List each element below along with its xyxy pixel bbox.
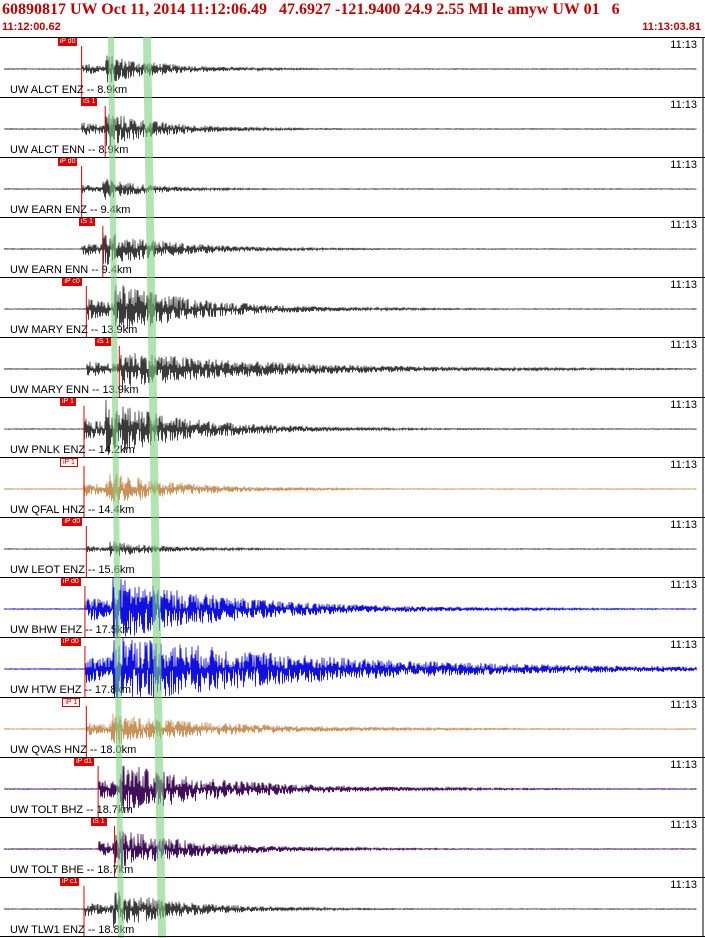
phase-pick-label[interactable]: iP 1 <box>59 398 76 406</box>
station-label: UW MARY ENN -- 13.9km <box>10 384 139 396</box>
waveform-trace <box>3 473 697 505</box>
time-mark: 11:13 <box>670 399 697 411</box>
trace-panel[interactable]: iP d0 UW LEOT ENZ -- 15.6km 11:13 <box>0 517 705 577</box>
phase-pick-label[interactable]: iS 1 <box>95 338 112 346</box>
phase-pick-label[interactable]: iP d0 <box>60 578 81 586</box>
waveform-trace <box>3 178 697 200</box>
trace-panel[interactable]: iP d0 UW ALCT ENZ -- 8.9km 11:13 <box>0 37 705 97</box>
station-label: UW QVAS HNZ -- 18.0km <box>10 744 137 756</box>
time-mark: 11:13 <box>670 339 697 351</box>
station-label: UW TOLT BHE -- 18.7km <box>10 864 134 876</box>
time-mark: 11:13 <box>670 459 697 471</box>
time-mark: 11:13 <box>670 759 697 771</box>
time-mark: 11:13 <box>670 819 697 831</box>
phase-pick-label[interactable]: iP 1 <box>62 698 81 707</box>
waveform-trace <box>3 713 697 744</box>
event-title: 60890817 UW Oct 11, 2014 11:12:06.49 47.… <box>2 1 620 18</box>
time-mark: 11:13 <box>670 39 697 51</box>
trace-panel[interactable]: iP 1 UW QVAS HNZ -- 18.0km 11:13 <box>0 697 705 757</box>
time-mark: 11:13 <box>670 279 697 291</box>
phase-pick-label[interactable]: iP d1 <box>74 758 94 766</box>
phase-pick-label[interactable]: iP c1 <box>59 878 80 886</box>
phase-pick-label[interactable]: iP d0 <box>62 518 83 526</box>
trace-panel[interactable]: iS 1 UW TOLT BHE -- 18.7km 11:13 <box>0 817 705 877</box>
trace-panel[interactable]: iS 1 UW EARN ENN -- 9.4km 11:13 <box>0 217 705 277</box>
phase-pick-label[interactable]: iP d0 <box>60 638 81 646</box>
waveform-trace <box>3 114 697 147</box>
end-time: 11:13:03.81 <box>642 21 701 33</box>
waveform-trace <box>3 55 697 83</box>
phase-pick-label[interactable]: iS 1 <box>81 98 98 106</box>
station-label: UW HTW EHZ -- 17.8km <box>10 684 131 696</box>
station-label: UW BHW EHZ -- 17.5km <box>10 624 132 636</box>
time-mark: 11:13 <box>670 219 697 231</box>
time-mark: 11:13 <box>670 99 697 111</box>
station-label: UW ALCT ENZ -- 8.9km <box>10 84 128 96</box>
waveform-trace <box>3 353 697 388</box>
waveform-trace <box>3 891 697 928</box>
station-label: UW TLW1 ENZ -- 18.8km <box>10 924 135 936</box>
phase-pick-label[interactable]: iP 1 <box>59 458 78 467</box>
trace-panel[interactable]: iP d0 UW EARN ENZ -- 9.4km 11:13 <box>0 157 705 217</box>
time-mark: 11:13 <box>670 879 697 891</box>
station-label: UW QFAL HNZ -- 14.4km <box>10 504 135 516</box>
seismogram-panels: iP d0 UW ALCT ENZ -- 8.9km 11:13 iS 1 UW ALC… <box>0 37 705 938</box>
trace-panel[interactable]: iP d1 UW TOLT BHZ -- 18.7km 11:13 <box>0 757 705 817</box>
time-mark: 11:13 <box>670 699 697 711</box>
trace-panel[interactable]: iP 1 UW PNLK ENZ -- 14.2km 11:13 <box>0 397 705 457</box>
phase-pick-label[interactable]: iP d0 <box>57 158 78 166</box>
phase-pick-label[interactable]: iP c0 <box>62 278 82 286</box>
trace-panel[interactable]: iP c1 UW TLW1 ENZ -- 18.8km 11:13 <box>0 877 705 937</box>
trace-panel[interactable]: iP 1 UW QFAL HNZ -- 14.4km 11:13 <box>0 457 705 517</box>
station-label: UW EARN ENN -- 9.4km <box>10 264 132 276</box>
station-label: UW ALCT ENN -- 8.9km <box>10 144 129 156</box>
time-mark: 11:13 <box>670 159 697 171</box>
phase-pick-label[interactable]: iS 1 <box>78 218 95 226</box>
station-label: UW TOLT BHZ -- 18.7km <box>10 804 133 816</box>
time-mark: 11:13 <box>670 579 697 591</box>
station-label: UW PNLK ENZ -- 14.2km <box>10 444 135 456</box>
trace-panel[interactable]: iP c0 UW MARY ENZ -- 13.9km 11:13 <box>0 277 705 337</box>
time-mark: 11:13 <box>670 519 697 531</box>
station-label: UW MARY ENZ -- 13.9km <box>10 324 138 336</box>
time-mark: 11:13 <box>670 639 697 651</box>
waveform-trace <box>3 831 697 869</box>
station-label: UW LEOT ENZ -- 15.6km <box>10 564 135 576</box>
waveform-trace <box>3 541 697 557</box>
start-time: 11:12:00.62 <box>2 21 61 33</box>
phase-pick-label[interactable]: iP d0 <box>57 38 78 46</box>
station-label: UW EARN ENZ -- 9.4km <box>10 204 131 216</box>
phase-pick-label[interactable]: iS 1 <box>90 818 107 826</box>
trace-panel[interactable]: iP d0 UW HTW EHZ -- 17.8km 11:13 <box>0 637 705 697</box>
trace-panel[interactable]: iS 1 UW MARY ENN -- 13.9km 11:13 <box>0 337 705 397</box>
waveform-trace <box>3 232 697 265</box>
waveform-trace <box>3 285 697 330</box>
bottom-divider <box>0 936 705 937</box>
trace-panel[interactable]: iP d0 UW BHW EHZ -- 17.5km 11:13 <box>0 577 705 637</box>
trace-panel[interactable]: iS 1 UW ALCT ENN -- 8.9km 11:13 <box>0 97 705 157</box>
